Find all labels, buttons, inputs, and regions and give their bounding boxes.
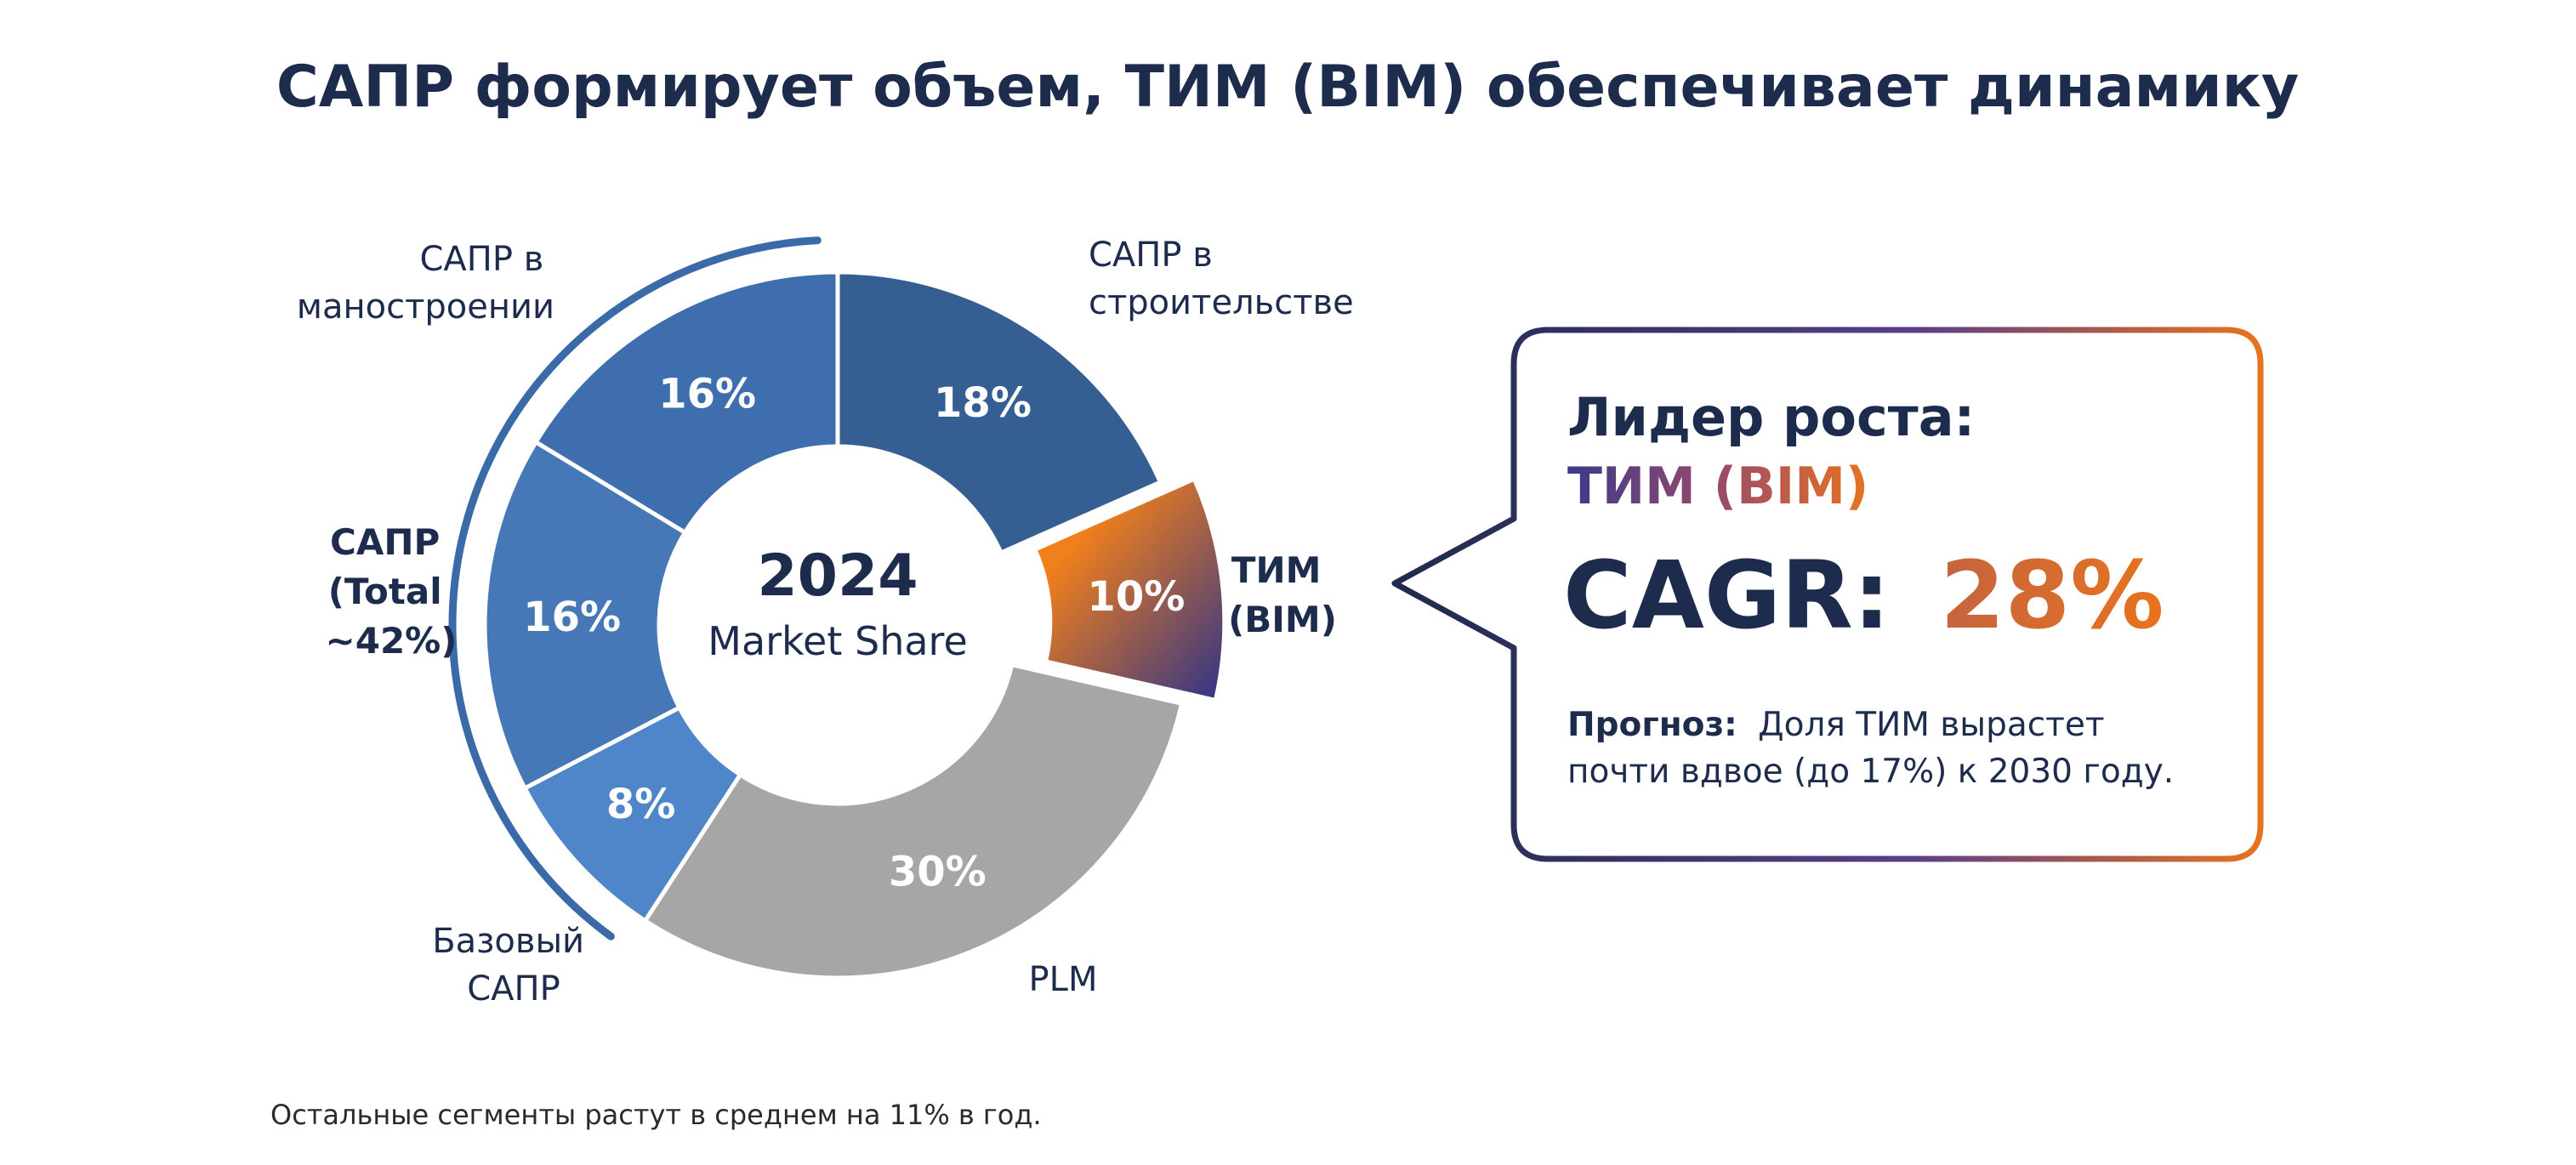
label-sapr-mash-line1: САПР в	[420, 240, 544, 279]
sapr-group-bracket	[448, 236, 822, 941]
label-base-sapr-line2: САПР	[467, 969, 560, 1009]
callout-forecast-line1: Прогноз: Доля ТИМ вырастет	[1567, 706, 2105, 744]
slice-value-mash: 16%	[658, 371, 756, 418]
label-sapr-total-line2: (Total	[328, 571, 442, 612]
label-tim-bim: ТИМ (BIM)	[1228, 549, 1337, 640]
label-sapr-mash: САПР в маностроении	[297, 240, 554, 327]
slice-value-mid: 16%	[523, 594, 621, 641]
callout-metric-label: CAGR:	[1563, 541, 1891, 650]
slice-mid	[482, 439, 688, 792]
label-base-sapr: Базовый САПР	[432, 922, 595, 1009]
callout-subheading: ТИМ (BIM)	[1567, 457, 1868, 516]
callout-metric-value: 28%	[1940, 541, 2164, 650]
label-sapr-stroy: САПР в строительстве	[1089, 236, 1354, 322]
slice-value-stroy: 18%	[934, 379, 1032, 427]
callout-metric: CAGR: 28%	[1563, 541, 2164, 650]
footnote: Остальные сегменты растут в среднем на 1…	[270, 1099, 1042, 1131]
slice-mash	[532, 270, 840, 536]
label-sapr-total-line1: САПР	[330, 521, 440, 563]
slice-plm	[642, 662, 1185, 980]
callout-forecast-line2: почти вдвое (до 17%) к 2030 году.	[1567, 753, 2174, 791]
slice-tim	[1032, 475, 1227, 703]
callout-forecast-text1: Доля ТИМ вырастет	[1758, 706, 2104, 744]
label-sapr-total-line3: ~42%)	[326, 620, 458, 662]
slice-stroy	[835, 270, 1163, 556]
label-sapr-mash-line2: маностроении	[297, 287, 554, 327]
slice-value-tim: 10%	[1087, 573, 1185, 621]
label-base-sapr-line1: Базовый	[432, 922, 584, 961]
label-sapr-stroy-line1: САПР в	[1089, 236, 1213, 275]
callout-forecast-bold: Прогноз:	[1567, 706, 1737, 744]
label-sapr-stroy-line2: строительстве	[1089, 283, 1354, 322]
label-plm: PLM	[1029, 960, 1098, 999]
label-tim-bim-line1: ТИМ	[1231, 549, 1322, 591]
slice-value-base: 8%	[606, 781, 676, 828]
center-year: 2024	[757, 543, 918, 610]
page-title: САПР формирует объем, ТИМ (BIM) обеспечи…	[276, 54, 2299, 121]
donut-chart	[482, 270, 1227, 980]
label-tim-bim-line2: (BIM)	[1228, 599, 1337, 640]
label-sapr-total: САПР (Total ~42%)	[326, 521, 458, 662]
callout-bubble	[1391, 327, 2264, 862]
center-subtitle: Market Share	[708, 618, 968, 664]
slice-value-plm: 30%	[889, 849, 987, 896]
callout-heading: Лидер роста:	[1567, 386, 1975, 448]
donut-value-labels: 18% 10% 30% 8% 16% 16%	[523, 371, 1185, 896]
